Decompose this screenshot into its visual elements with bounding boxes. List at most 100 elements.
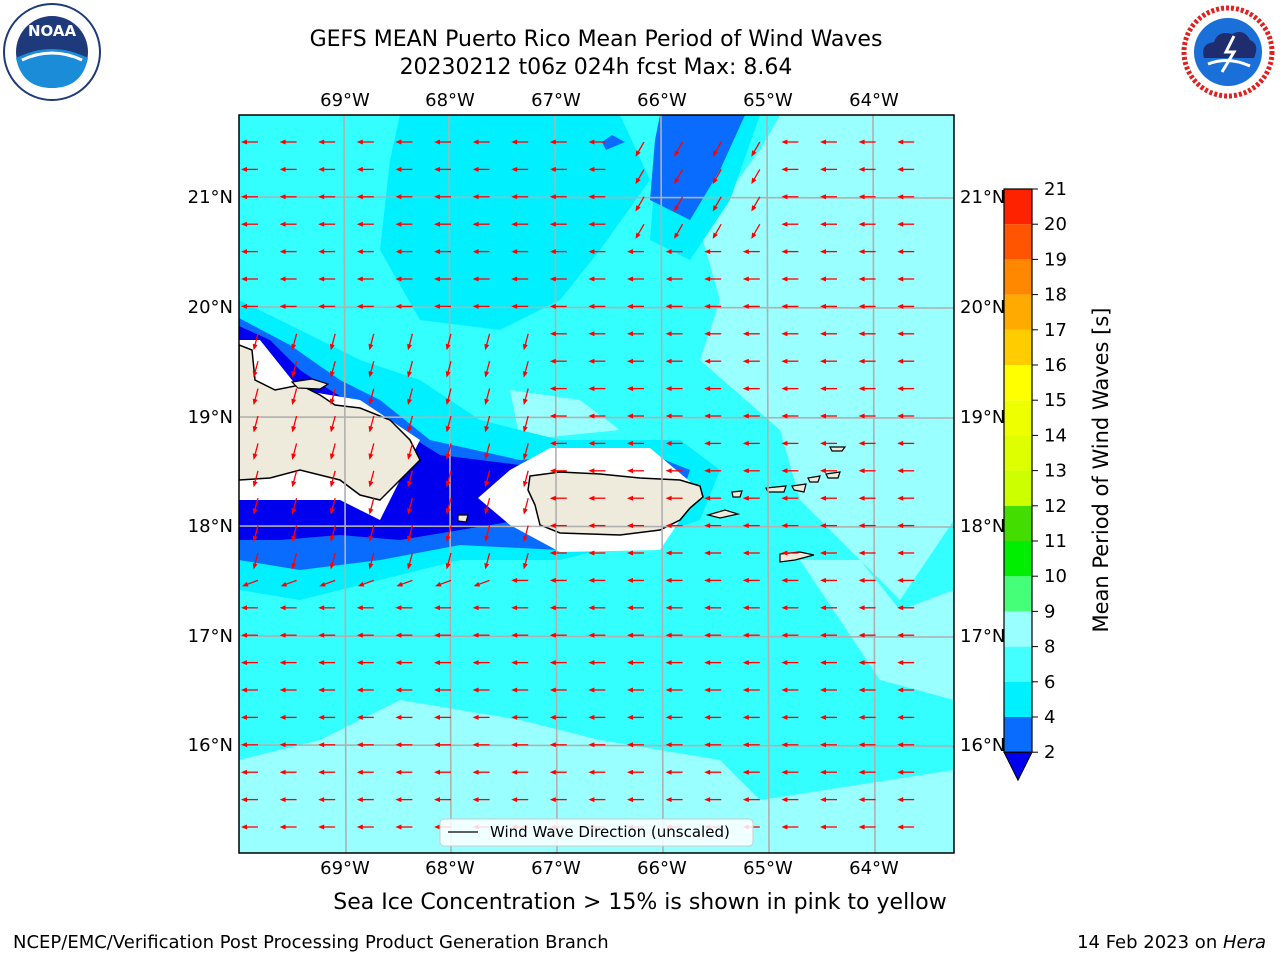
wind-wave-arrow <box>472 769 490 775</box>
wind-wave-arrow <box>279 194 297 200</box>
wind-wave-arrow <box>279 742 297 748</box>
wind-wave-arrow <box>395 194 413 200</box>
wind-wave-arrow <box>781 577 799 583</box>
wind-wave-arrow <box>511 797 529 803</box>
wind-wave-arrow <box>368 498 375 515</box>
wind-wave-arrow <box>279 632 297 638</box>
meridian-line <box>660 115 664 853</box>
wind-wave-arrow <box>356 139 374 145</box>
wind-wave-arrow <box>897 440 915 446</box>
wind-wave-arrow <box>511 714 529 720</box>
wind-wave-arrow <box>242 579 259 587</box>
wind-wave-arrow <box>897 358 915 364</box>
colorbar-band <box>1004 435 1032 471</box>
wind-wave-arrow <box>356 303 374 309</box>
wind-wave-arrow <box>588 139 606 145</box>
wind-wave-arrow <box>291 415 298 433</box>
wind-wave-arrow <box>742 742 760 748</box>
wind-wave-arrow <box>627 714 644 720</box>
lon-label-top: 68°W <box>425 90 475 111</box>
wind-wave-arrow <box>472 249 490 255</box>
wind-wave-arrow <box>356 166 374 172</box>
wind-wave-arrow <box>858 660 876 666</box>
wind-wave-arrow <box>434 194 451 200</box>
wind-wave-arrow <box>704 605 722 611</box>
wind-wave-arrow <box>396 579 413 587</box>
wind-wave-arrow <box>434 687 451 693</box>
wind-wave-arrow <box>241 769 258 775</box>
wind-wave-arrow <box>395 687 413 693</box>
period-region-blue <box>602 135 625 150</box>
wind-wave-arrow <box>472 303 490 309</box>
wind-wave-arrow <box>742 632 760 638</box>
wind-wave-arrow <box>395 276 413 282</box>
lat-label-right: 17°N <box>960 626 1005 647</box>
period-region-blue <box>650 115 745 220</box>
wind-wave-arrow <box>241 249 258 255</box>
wind-wave-arrow <box>674 169 684 185</box>
wind-wave-arrow <box>318 249 336 255</box>
wind-wave-arrow <box>704 440 722 446</box>
wind-wave-arrow <box>252 470 259 488</box>
wind-wave-arrow <box>858 495 876 501</box>
wind-wave-arrow <box>549 221 567 227</box>
wind-wave-arrow <box>820 413 837 419</box>
wind-wave-arrow <box>665 440 683 446</box>
wind-wave-arrow <box>897 413 915 419</box>
wind-wave-arrow <box>472 714 490 720</box>
wind-wave-arrow <box>472 221 490 227</box>
wind-wave-arrow <box>357 579 375 587</box>
wind-wave-arrow <box>627 523 644 529</box>
wind-wave-arrow <box>742 714 760 720</box>
wind-wave-arrow <box>742 276 760 282</box>
wind-wave-arrow <box>704 797 722 803</box>
wind-wave-arrow <box>318 797 336 803</box>
wind-wave-arrow <box>395 660 413 666</box>
wind-wave-arrow <box>291 333 298 351</box>
wind-wave-arrow <box>665 276 683 282</box>
wind-wave-arrow <box>511 221 529 227</box>
credit-date: 14 Feb 2023 on <box>1077 932 1223 953</box>
wind-wave-arrow <box>742 249 760 255</box>
wind-wave-arrow <box>781 468 799 474</box>
wind-wave-arrow <box>897 331 915 337</box>
wind-wave-arrow <box>588 468 606 474</box>
wind-wave-arrow <box>742 303 760 309</box>
wind-wave-arrow <box>484 333 491 351</box>
land-anegada <box>825 471 841 479</box>
wind-wave-arrow <box>742 687 760 693</box>
wind-wave-arrow <box>742 468 760 474</box>
wind-wave-arrow <box>820 331 837 337</box>
wind-wave-arrow <box>781 660 799 666</box>
wind-wave-arrow <box>665 769 683 775</box>
wind-wave-arrow <box>472 742 490 748</box>
wind-wave-arrow <box>588 331 606 337</box>
colorbar-band <box>1004 189 1032 225</box>
period-region-light <box>510 390 620 440</box>
wind-wave-arrow <box>511 249 529 255</box>
meridian-line <box>343 115 347 853</box>
wind-wave-arrow <box>252 443 259 460</box>
wind-wave-arrow <box>588 769 606 775</box>
title-line-2: 20230212 t06z 024h fcst Max: 8.64 <box>399 55 793 80</box>
wind-wave-arrow <box>897 632 915 638</box>
lat-label-left: 19°N <box>188 407 233 428</box>
wind-wave-arrow <box>279 166 297 172</box>
wind-wave-arrow <box>665 714 683 720</box>
wind-wave-arrow <box>820 303 837 309</box>
colorbar-band <box>1004 365 1032 401</box>
credit-left: NCEP/EMC/Verification Post Processing Pr… <box>13 932 609 953</box>
wind-wave-arrow <box>252 415 259 433</box>
colorbar-tick-label: 2 <box>1044 742 1055 763</box>
wind-wave-arrow <box>318 303 336 309</box>
wind-wave-arrow <box>407 361 414 378</box>
wind-wave-arrow <box>279 824 297 830</box>
wind-wave-arrow <box>820 276 837 282</box>
wind-wave-arrow <box>484 443 491 460</box>
wind-wave-arrow <box>329 361 336 378</box>
wind-wave-arrow <box>318 276 336 282</box>
wind-wave-arrow <box>704 577 722 583</box>
wind-wave-arrow <box>751 196 761 212</box>
wind-wave-arrow <box>820 714 837 720</box>
